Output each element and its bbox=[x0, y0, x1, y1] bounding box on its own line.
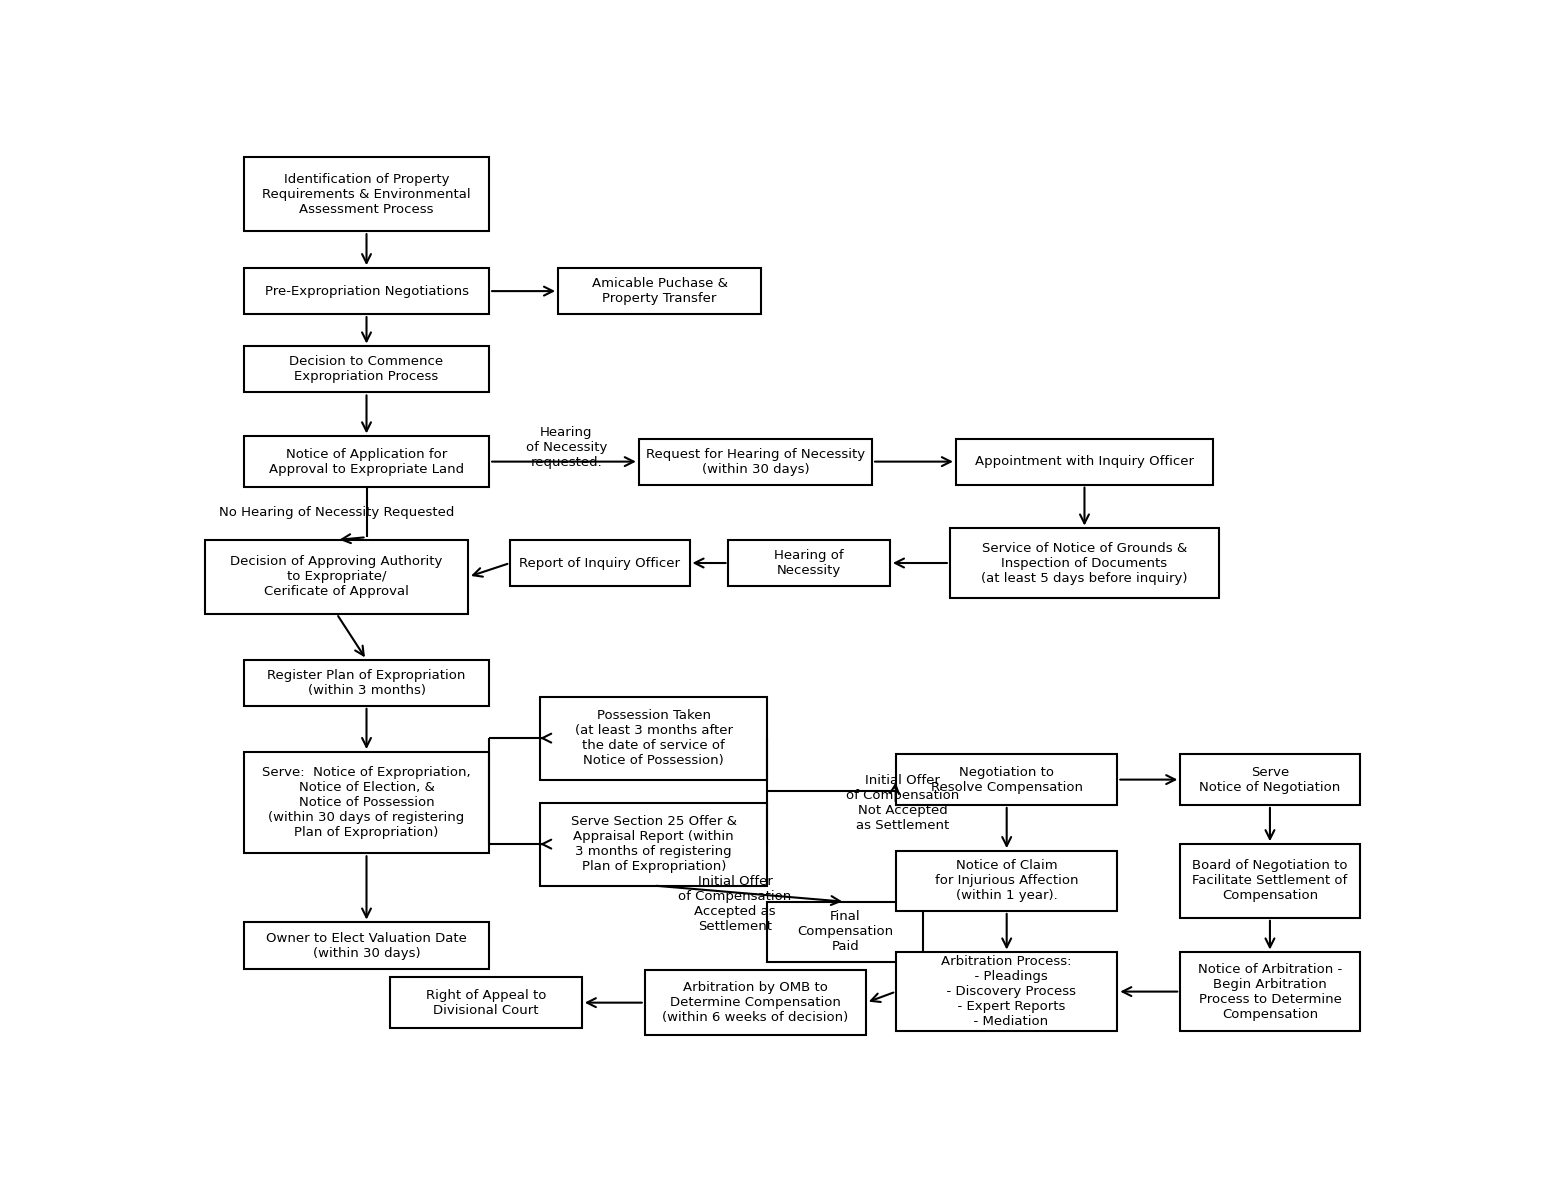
Text: Amicable Puchase &
Property Transfer: Amicable Puchase & Property Transfer bbox=[591, 278, 727, 305]
Text: Hearing
of Necessity
requested.: Hearing of Necessity requested. bbox=[525, 426, 607, 469]
FancyBboxPatch shape bbox=[244, 346, 489, 393]
FancyBboxPatch shape bbox=[557, 268, 761, 314]
Text: Appointment with Inquiry Officer: Appointment with Inquiry Officer bbox=[974, 455, 1194, 468]
Text: Serve Section 25 Offer &
Appraisal Report (within
3 months of registering
Plan o: Serve Section 25 Offer & Appraisal Repor… bbox=[571, 815, 736, 873]
Text: Arbitration Process:
  - Pleadings
  - Discovery Process
  - Expert Reports
  - : Arbitration Process: - Pleadings - Disco… bbox=[937, 955, 1076, 1028]
Text: Identification of Property
Requirements & Environmental
Assessment Process: Identification of Property Requirements … bbox=[262, 172, 471, 215]
Text: Decision of Approving Authority
to Expropriate/
Cerificate of Approval: Decision of Approving Authority to Expro… bbox=[230, 555, 443, 598]
Text: Arbitration by OMB to
Determine Compensation
(within 6 weeks of decision): Arbitration by OMB to Determine Compensa… bbox=[662, 982, 849, 1025]
FancyBboxPatch shape bbox=[950, 528, 1220, 597]
FancyBboxPatch shape bbox=[767, 901, 923, 961]
FancyBboxPatch shape bbox=[896, 851, 1118, 911]
Text: Notice of Arbitration -
Begin Arbitration
Process to Determine
Compensation: Notice of Arbitration - Begin Arbitratio… bbox=[1198, 962, 1342, 1021]
FancyBboxPatch shape bbox=[1180, 953, 1360, 1031]
Text: No Hearing of Necessity Requested: No Hearing of Necessity Requested bbox=[219, 506, 454, 518]
Text: Notice of Application for
Approval to Expropriate Land: Notice of Application for Approval to Ex… bbox=[269, 448, 465, 475]
Text: Initial Offer
of Compensation
Not Accepted
as Settlement: Initial Offer of Compensation Not Accept… bbox=[846, 773, 959, 832]
FancyBboxPatch shape bbox=[244, 268, 489, 314]
FancyBboxPatch shape bbox=[540, 697, 767, 779]
Text: Request for Hearing of Necessity
(within 30 days): Request for Hearing of Necessity (within… bbox=[645, 448, 865, 475]
Text: Pre-Expropriation Negotiations: Pre-Expropriation Negotiations bbox=[264, 285, 468, 298]
Text: Right of Appeal to
Divisional Court: Right of Appeal to Divisional Court bbox=[426, 989, 547, 1016]
Text: Notice of Claim
for Injurious Affection
(within 1 year).: Notice of Claim for Injurious Affection … bbox=[936, 859, 1078, 903]
FancyBboxPatch shape bbox=[1180, 844, 1360, 918]
FancyBboxPatch shape bbox=[896, 953, 1118, 1031]
FancyBboxPatch shape bbox=[540, 803, 767, 886]
Text: Owner to Elect Valuation Date
(within 30 days): Owner to Elect Valuation Date (within 30… bbox=[266, 931, 466, 960]
Text: Board of Negotiation to
Facilitate Settlement of
Compensation: Board of Negotiation to Facilitate Settl… bbox=[1192, 859, 1348, 903]
Text: Serve:  Notice of Expropriation,
Notice of Election, &
Notice of Possession
(wit: Serve: Notice of Expropriation, Notice o… bbox=[262, 766, 471, 839]
FancyBboxPatch shape bbox=[645, 971, 866, 1035]
Text: Decision to Commence
Expropriation Process: Decision to Commence Expropriation Proce… bbox=[289, 356, 443, 383]
Text: Initial Offer
of Compensation
Accepted as
Settlement: Initial Offer of Compensation Accepted a… bbox=[678, 875, 792, 932]
FancyBboxPatch shape bbox=[244, 158, 489, 231]
Text: Final
Compensation
Paid: Final Compensation Paid bbox=[797, 910, 894, 953]
FancyBboxPatch shape bbox=[244, 752, 489, 853]
Text: Hearing of
Necessity: Hearing of Necessity bbox=[775, 549, 845, 577]
FancyBboxPatch shape bbox=[956, 438, 1214, 485]
Text: Service of Notice of Grounds &
Inspection of Documents
(at least 5 days before i: Service of Notice of Grounds & Inspectio… bbox=[982, 541, 1187, 584]
FancyBboxPatch shape bbox=[391, 977, 582, 1028]
FancyBboxPatch shape bbox=[244, 923, 489, 968]
Text: Serve
Notice of Negotiation: Serve Notice of Negotiation bbox=[1200, 766, 1340, 794]
Text: Possession Taken
(at least 3 months after
the date of service of
Notice of Posse: Possession Taken (at least 3 months afte… bbox=[574, 709, 733, 767]
Text: Register Plan of Expropriation
(within 3 months): Register Plan of Expropriation (within 3… bbox=[267, 669, 466, 697]
Text: Negotiation to
Resolve Compensation: Negotiation to Resolve Compensation bbox=[931, 766, 1082, 794]
FancyBboxPatch shape bbox=[510, 540, 690, 587]
FancyBboxPatch shape bbox=[205, 540, 468, 614]
Text: Report of Inquiry Officer: Report of Inquiry Officer bbox=[519, 557, 681, 570]
FancyBboxPatch shape bbox=[639, 438, 872, 485]
FancyBboxPatch shape bbox=[1180, 754, 1360, 804]
FancyBboxPatch shape bbox=[244, 660, 489, 706]
FancyBboxPatch shape bbox=[244, 436, 489, 487]
FancyBboxPatch shape bbox=[896, 754, 1118, 804]
FancyBboxPatch shape bbox=[729, 540, 889, 587]
